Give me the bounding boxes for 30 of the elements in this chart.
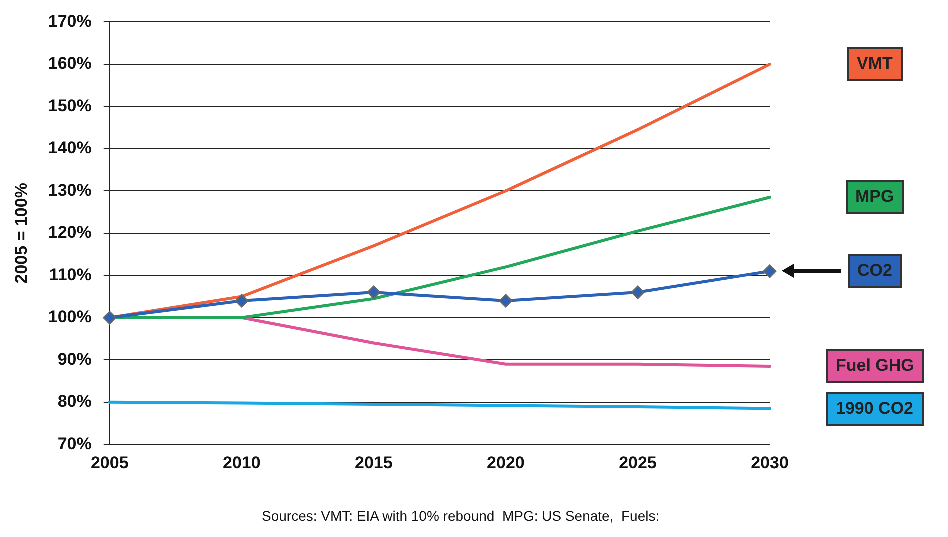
y-tick-label: 110% — [49, 265, 92, 284]
text: VMT — [847, 47, 903, 82]
text: 1990 CO2 — [826, 392, 924, 426]
y-tick-label: 150% — [48, 96, 92, 116]
y-tick-label: 170% — [48, 12, 92, 31]
y-tick-label: 140% — [48, 138, 92, 158]
x-tick-label: 2025 — [619, 453, 657, 472]
x-tick-label: 2010 — [222, 453, 261, 472]
y-tick-label: 160% — [48, 54, 92, 74]
x-tick-label: 2005 — [90, 453, 129, 472]
y-tick-label: 70% — [58, 434, 92, 454]
source-note: Sources: VMT: EIA with 10% rebound MPG: US Senate, Fuels: — [262, 508, 660, 524]
point — [631, 286, 645, 300]
text: Fuel GHG — [826, 349, 924, 384]
y-tick-label: 120% — [48, 223, 92, 242]
point — [499, 294, 513, 308]
y-tick-label: 80% — [58, 392, 92, 412]
y-tick-label: 130% — [48, 180, 92, 200]
y-tick-label: 90% — [58, 350, 92, 369]
y-axis-title: 2005 = 100% — [12, 183, 31, 284]
point — [763, 264, 777, 278]
text: CO2 — [848, 254, 902, 288]
point — [367, 286, 381, 300]
x-tick-label: 2015 — [355, 453, 393, 472]
x-tick-label: 2020 — [487, 453, 525, 472]
text: MPG — [846, 180, 904, 214]
x-tick-label: 2030 — [751, 453, 789, 472]
point — [235, 294, 249, 308]
y-tick-label: 100% — [48, 308, 92, 327]
point — [103, 311, 117, 325]
